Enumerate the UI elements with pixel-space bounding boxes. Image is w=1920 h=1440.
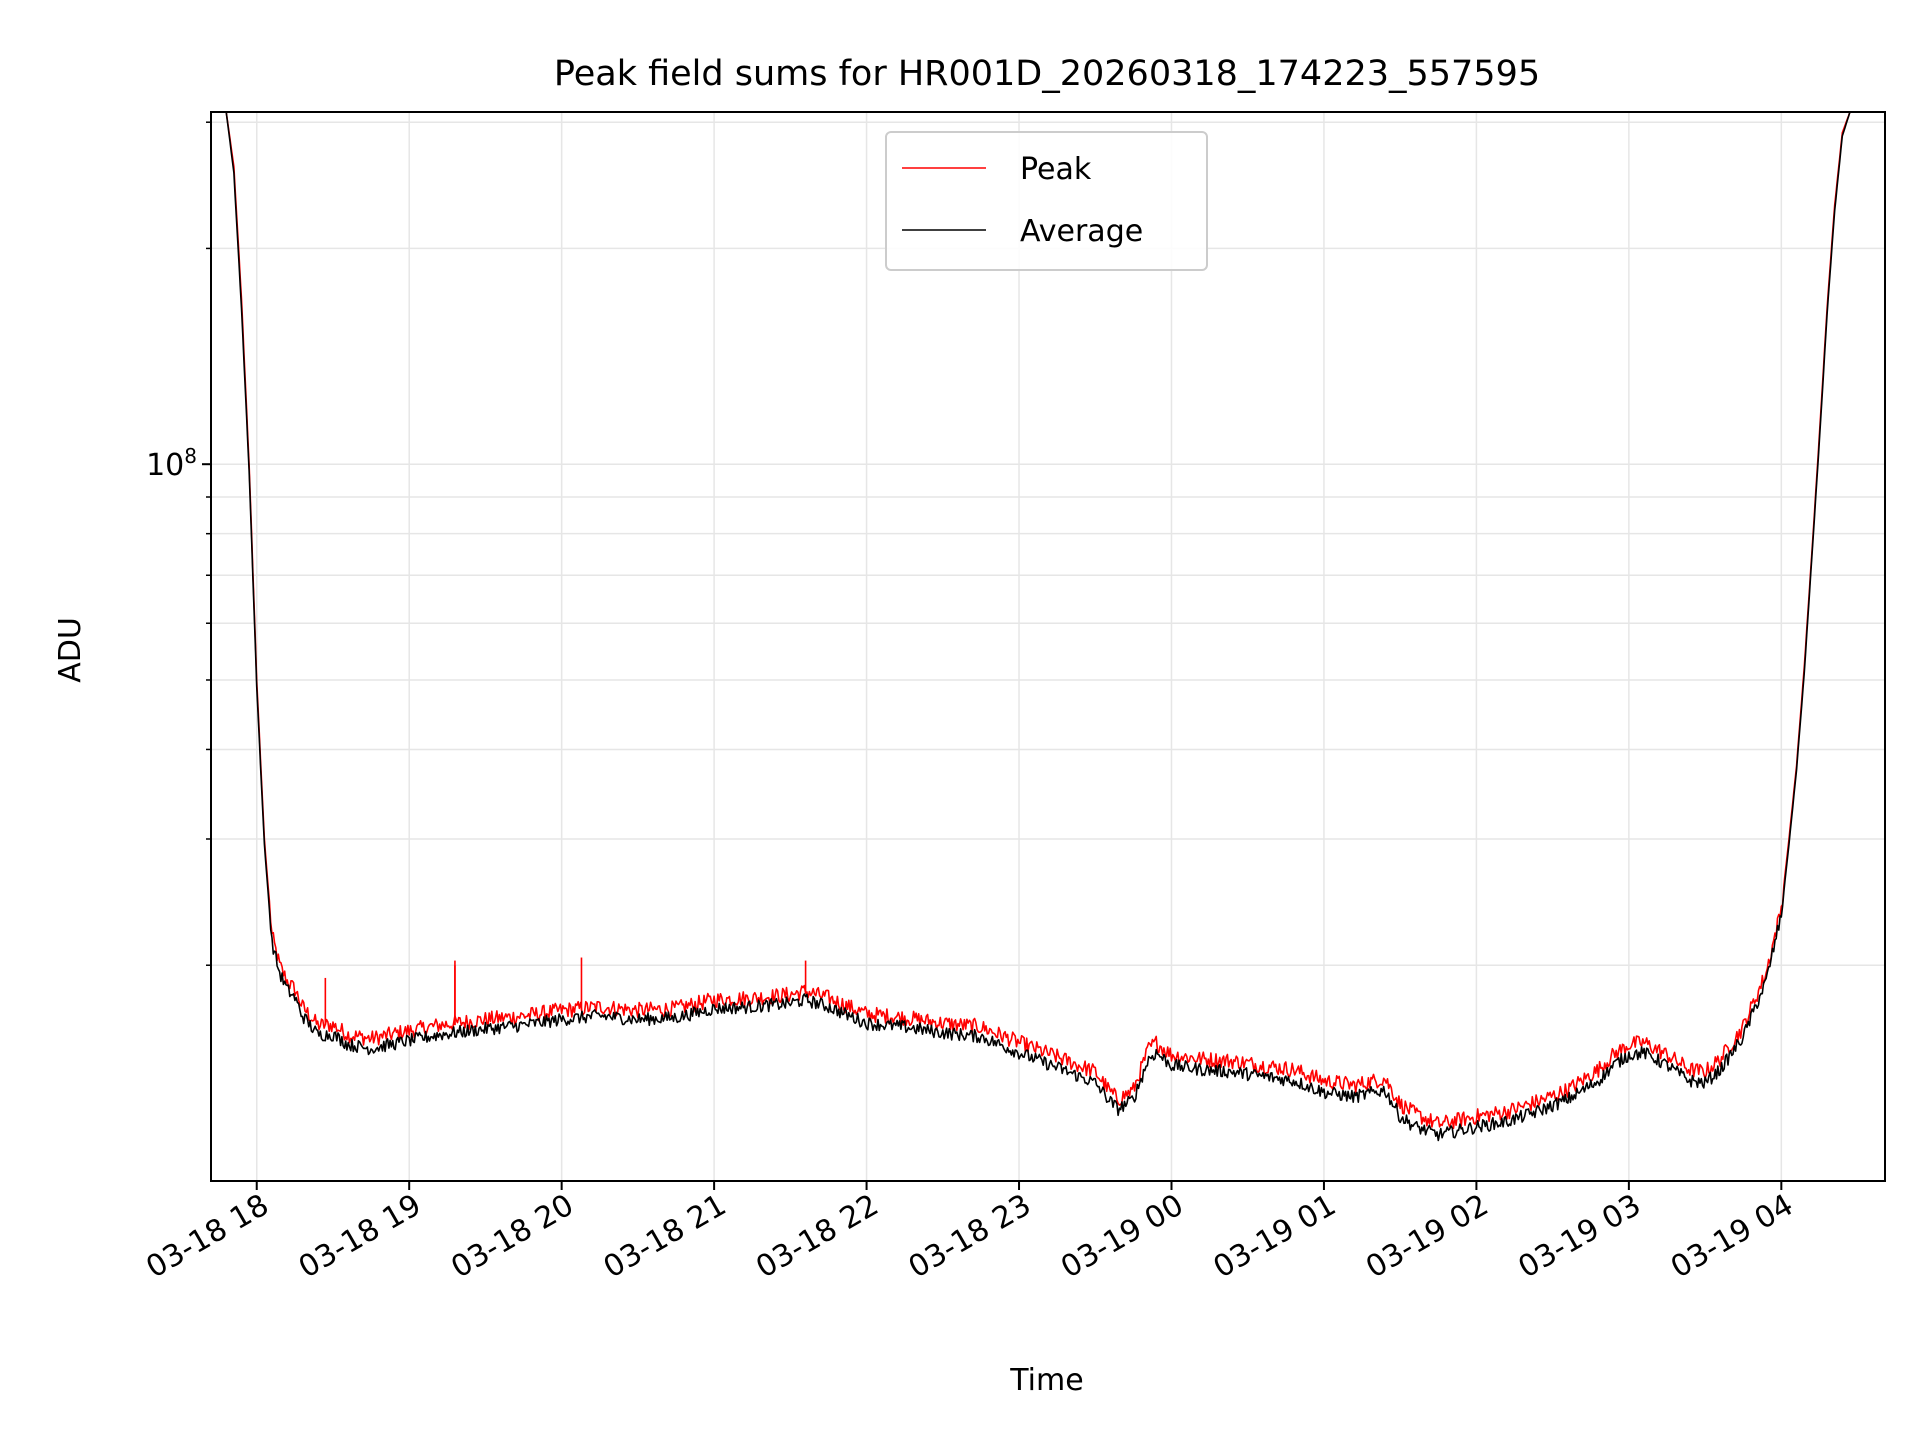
- y-axis-ticks: 108: [146, 121, 211, 966]
- chart-title: Peak field sums for HR001D_20260318_1742…: [554, 54, 1540, 94]
- x-axis-label: Time: [1009, 1363, 1083, 1398]
- y-tick-label: 108: [146, 444, 197, 483]
- series-average-line: [211, 111, 1885, 1142]
- legend-label-average: Average: [1020, 214, 1143, 249]
- series-peak-line: [211, 111, 1885, 1130]
- plot-frame: [210, 111, 1886, 1182]
- legend-box: [885, 131, 1208, 271]
- legend-label-peak: Peak: [1020, 152, 1092, 187]
- legend: Peak Average: [885, 131, 1208, 271]
- y-axis-label: ADU: [53, 617, 88, 683]
- grid-lines: [211, 112, 1885, 1181]
- series-group: [211, 111, 1885, 1142]
